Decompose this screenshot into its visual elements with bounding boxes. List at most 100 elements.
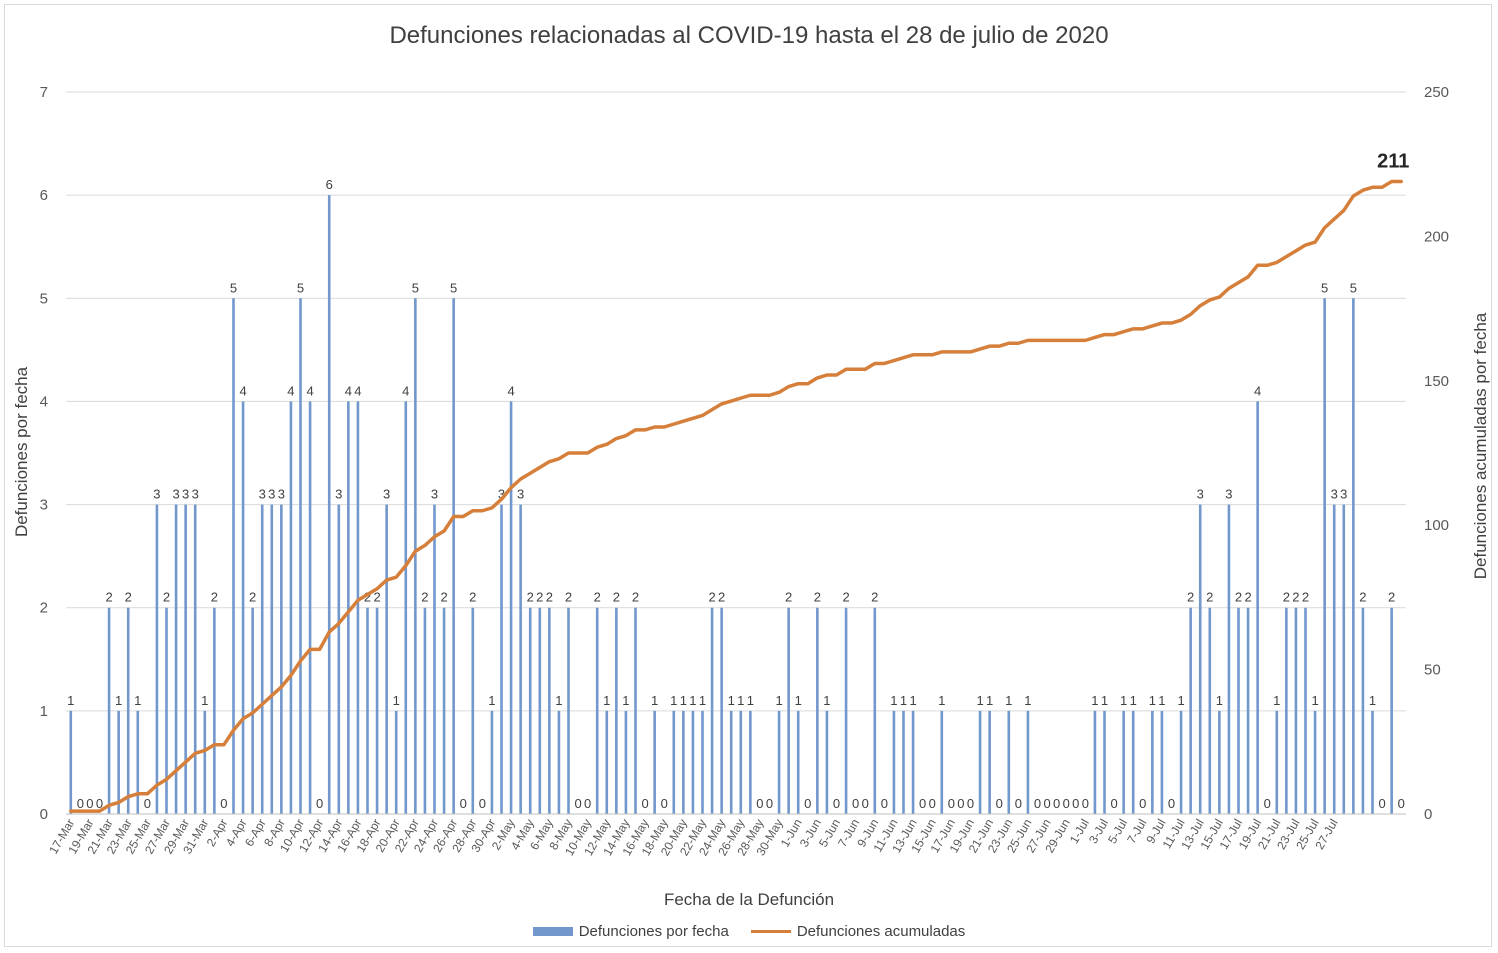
bar-data-label: 2	[163, 590, 170, 605]
bar-data-label: 0	[1139, 796, 1146, 811]
bar-data-label: 1	[1273, 693, 1280, 708]
bar-data-label: 2	[373, 590, 380, 605]
bar-data-label: 2	[814, 590, 821, 605]
bar-data-label: 1	[699, 693, 706, 708]
bar-data-label: 1	[680, 693, 687, 708]
bar-data-label: 2	[1187, 590, 1194, 605]
bar-data-label: 0	[1072, 796, 1079, 811]
bar-data-label: 0	[1082, 796, 1089, 811]
bar-data-label: 2	[871, 590, 878, 605]
bar	[1332, 504, 1336, 814]
bar-data-label: 1	[622, 693, 629, 708]
bar	[892, 710, 896, 814]
legend-item-line: Defunciones acumuladas	[750, 923, 966, 940]
bar-data-label: 1	[795, 693, 802, 708]
bar-data-label: 0	[460, 796, 467, 811]
bar-data-label: 3	[431, 487, 438, 502]
bar-data-label: 1	[67, 693, 74, 708]
bar	[682, 710, 685, 814]
bar	[1218, 710, 1221, 814]
bar	[729, 710, 733, 814]
bar-data-label: 0	[661, 796, 668, 811]
bar-data-label: 1	[134, 693, 141, 708]
bar-data-label: 0	[862, 796, 869, 811]
bar	[1179, 710, 1183, 814]
bar-data-label: 0	[77, 796, 84, 811]
legend-swatch-bars	[532, 927, 573, 936]
bar	[1246, 607, 1250, 814]
bar	[1237, 607, 1240, 814]
bar-data-label: 4	[354, 383, 361, 398]
bar-data-label: 5	[1321, 280, 1328, 295]
bar-data-label: 3	[335, 487, 342, 502]
bar	[605, 710, 609, 814]
bar	[1275, 710, 1279, 814]
x-tick-label: 1-Jul	[1067, 817, 1092, 847]
bar-data-label: 0	[948, 796, 955, 811]
bar-data-label: 0	[641, 796, 648, 811]
bar	[902, 710, 905, 814]
bar	[327, 195, 331, 815]
bar	[1371, 710, 1374, 814]
bar-data-label: 5	[412, 280, 419, 295]
bar-data-label: 2	[125, 590, 132, 605]
legend-label-line: Defunciones acumuladas	[796, 923, 966, 940]
bar-data-label: 6	[326, 177, 333, 192]
bar	[414, 298, 417, 814]
bar-data-label: 2	[1388, 590, 1395, 605]
bar	[347, 401, 350, 814]
bar	[978, 710, 982, 814]
bar-data-label: 1	[890, 693, 897, 708]
bar-data-label: 3	[259, 487, 266, 502]
legend-swatch-line	[750, 930, 791, 933]
bar-data-label: 0	[1063, 796, 1070, 811]
x-tick-label: 3-Jul	[1086, 817, 1111, 847]
bar-data-label: 1	[938, 693, 945, 708]
bar-data-label: 2	[527, 590, 534, 605]
bar-data-label: 3	[172, 487, 179, 502]
bar-data-label: 2	[1206, 590, 1213, 605]
bar-data-label: 1	[1101, 693, 1108, 708]
y-tick-label-left: 0	[40, 806, 48, 823]
bar	[1103, 710, 1106, 814]
bar-data-label: 1	[603, 693, 610, 708]
bar-data-label: 0	[86, 796, 93, 811]
bar	[289, 401, 293, 814]
bar-data-label: 2	[718, 590, 725, 605]
bar-data-label: 2	[1235, 590, 1242, 605]
bar-data-label: 0	[1043, 796, 1050, 811]
bar	[519, 504, 522, 814]
y-tick-label-right: 150	[1424, 373, 1449, 390]
bar-data-label: 2	[1302, 590, 1309, 605]
bar	[337, 504, 341, 814]
bar-data-label: 1	[986, 693, 993, 708]
bar-data-label: 1	[1024, 693, 1031, 708]
bar-data-label: 2	[785, 590, 792, 605]
bar	[538, 607, 542, 814]
bar	[1342, 504, 1346, 814]
y-tick-label-right: 0	[1424, 806, 1432, 823]
bar	[1313, 710, 1317, 814]
bar-data-label: 0	[1378, 796, 1385, 811]
bar-data-label: 3	[517, 487, 524, 502]
bar	[423, 607, 427, 814]
bar-data-label: 2	[421, 590, 428, 605]
bar-data-label: 3	[182, 487, 189, 502]
bar	[548, 607, 551, 814]
bar	[232, 298, 235, 814]
bar	[1294, 607, 1298, 814]
bar	[1361, 607, 1365, 814]
bar-data-label: 1	[1120, 693, 1127, 708]
cumulative-end-label: 211	[1377, 151, 1409, 173]
bar	[184, 504, 187, 814]
bar	[816, 607, 819, 814]
bar	[117, 710, 120, 814]
bar-data-label: 4	[239, 383, 246, 398]
bar-data-label: 4	[507, 383, 514, 398]
bar-data-label: 1	[1149, 693, 1156, 708]
bar	[1323, 298, 1326, 814]
bar	[280, 504, 283, 814]
bar	[911, 710, 915, 814]
bar-data-label: 1	[115, 693, 122, 708]
bar-data-label: 0	[766, 796, 773, 811]
